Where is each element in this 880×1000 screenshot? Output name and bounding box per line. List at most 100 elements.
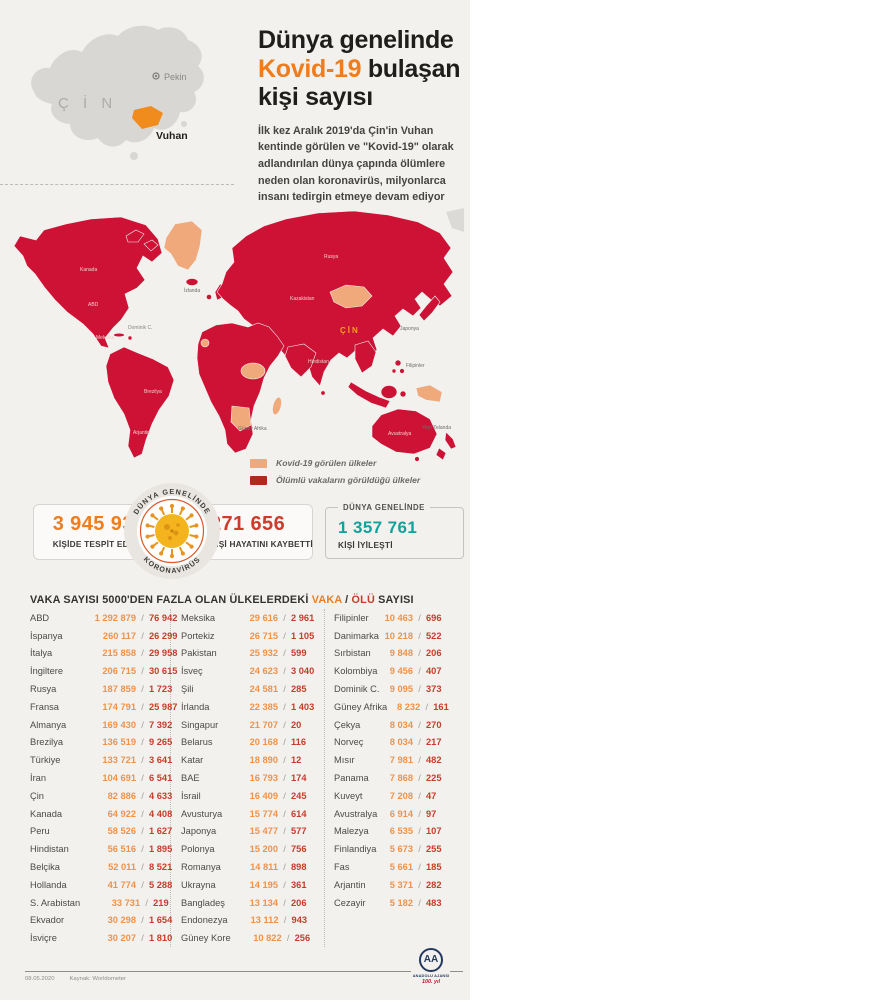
page-title: Dünya genelinde Kovid-19 bulaşan kişi sa…: [258, 26, 464, 112]
separator: /: [418, 612, 421, 623]
table-row: İsrail 16 409 / 245: [181, 787, 324, 805]
case-count: 30 207: [107, 933, 136, 944]
case-count: 58 526: [107, 826, 136, 837]
death-count: 4 408: [149, 808, 173, 819]
death-count: 614: [291, 808, 307, 819]
dashed-divider: [0, 184, 234, 185]
table-row: Panama 7 868 / 225: [334, 769, 462, 787]
china-outline: [31, 25, 204, 147]
pekin-marker-dot: [154, 74, 158, 78]
death-count: 9 265: [149, 737, 173, 748]
death-count: 97: [426, 808, 437, 819]
case-count: 7 868: [389, 773, 413, 784]
case-count: 7 981: [389, 755, 413, 766]
death-count: 898: [291, 862, 307, 873]
death-count: 256: [294, 933, 311, 944]
country-name: Filipinler: [334, 612, 369, 623]
case-count: 24 623: [249, 666, 278, 677]
death-count: 6 541: [149, 773, 173, 784]
death-count: 225: [426, 773, 442, 784]
death-count: 483: [426, 897, 442, 908]
death-count: 361: [291, 879, 307, 890]
separator: /: [418, 666, 421, 677]
legend-item-cases: Kovid-19 görülen ülkeler: [250, 458, 420, 468]
title-block: Dünya genelinde Kovid-19 bulaşan kişi sa…: [258, 26, 464, 206]
separator: /: [283, 755, 286, 766]
death-count: 219: [153, 897, 169, 908]
separator: /: [283, 915, 287, 926]
case-count: 174 791: [102, 701, 136, 712]
separator: /: [141, 630, 144, 641]
footer-meta: 08.05.2020 Kaynak: Worldometer: [25, 976, 126, 982]
china-map-labels: Ç İ N Pekin Vuhan: [58, 72, 188, 142]
table-row: Polonya 15 200 / 756: [181, 840, 324, 858]
table-row: Güney Kore 10 822 / 256: [181, 929, 324, 947]
map-label: Kazakistan: [290, 296, 315, 302]
map-label: Meksika: [96, 335, 115, 341]
table-row: Brezilya 136 519 / 9 265: [30, 734, 173, 752]
case-count: 13 112: [250, 915, 279, 926]
country-name: Portekiz: [181, 630, 215, 641]
china-inset-map: Ç İ N Pekin Vuhan: [31, 25, 204, 160]
death-count: 407: [426, 666, 442, 677]
table-row: Belçika 52 011 / 8 521: [30, 858, 172, 876]
separator: /: [418, 844, 421, 855]
death-count: 12: [291, 755, 302, 766]
table-row: Kanada 64 922 / 4 408: [30, 805, 173, 823]
case-count: 6 535: [389, 826, 413, 837]
case-count: 13 134: [249, 897, 278, 908]
case-count: 21 707: [249, 719, 278, 730]
table-row: Çin 82 886 / 4 633: [30, 787, 172, 805]
country-table: ABD 1 292 879 / 76 942 İspanya 260 117 / 26 299…: [30, 609, 464, 948]
map-label: Japonya: [400, 326, 419, 332]
death-count: 107: [426, 826, 442, 837]
case-count: 41 774: [107, 879, 136, 890]
country-name: Avusturya: [181, 808, 223, 819]
separator: /: [418, 648, 421, 659]
footer-divider-right: [450, 971, 463, 972]
case-count: 14 195: [249, 879, 278, 890]
map-label: Dominik C.: [128, 325, 152, 331]
separator: /: [418, 897, 421, 908]
infographic-panel: Ç İ N Pekin Vuhan Dünya genelinde Kovid-19…: [0, 0, 470, 1000]
case-count: 9 456: [389, 666, 413, 677]
country-name: Rusya: [30, 684, 57, 695]
separator: /: [141, 612, 144, 623]
table-row: Ekvador 30 298 / 1 654: [30, 912, 172, 930]
country-name: BAE: [181, 773, 200, 784]
death-count: 1 403: [291, 701, 315, 712]
death-count: 7 392: [149, 719, 173, 730]
table-row: Bangladeş 13 134 / 206: [181, 894, 324, 912]
case-count: 33 731: [111, 897, 141, 908]
description: İlk kez Aralık 2019'da Çin'in Vuhan kent…: [258, 124, 454, 204]
table-row: Güney Afrika 8 232 / 161: [334, 698, 462, 716]
case-count: 6 914: [389, 808, 413, 819]
table-row: Peru 58 526 / 1 627: [30, 823, 172, 841]
cases-color-swatch: [250, 458, 267, 468]
footer-source: Kaynak: Worldometer: [69, 976, 127, 982]
country-name: İrlanda: [181, 701, 210, 712]
map-label: İzlanda: [184, 287, 200, 294]
case-count: 187 859: [102, 684, 136, 695]
death-count: 185: [426, 862, 442, 873]
map-legend: Kovid-19 görülen ülkeler Ölümlü vakaları…: [250, 458, 420, 492]
country-name: Güney Afrika: [334, 701, 388, 712]
death-count: 217: [426, 737, 442, 748]
deaths-label: KİŞİ HAYATINI KAYBETTİ: [210, 539, 313, 549]
death-count: 26 299: [149, 630, 178, 641]
table-row: İrlanda 22 385 / 1 403: [181, 698, 324, 716]
case-count: 136 519: [102, 737, 136, 748]
country-name: Türkiye: [30, 755, 61, 766]
death-count: 577: [291, 826, 307, 837]
death-count: 599: [291, 648, 307, 659]
case-count: 8 034: [389, 737, 413, 748]
country-name: Japonya: [181, 826, 217, 837]
table-row: Fransa 174 791 / 25 987: [30, 698, 177, 716]
country-name: Şili: [181, 684, 194, 695]
legend-label: Kovid-19 görülen ülkeler: [276, 458, 377, 468]
stat-detected: 3 945 934 KİŞİDE TESPİT EDİLDİ: [40, 513, 158, 549]
separator: /: [141, 648, 144, 659]
separator: /: [283, 808, 286, 819]
separator: /: [286, 933, 290, 944]
death-count: 30 615: [149, 666, 178, 677]
